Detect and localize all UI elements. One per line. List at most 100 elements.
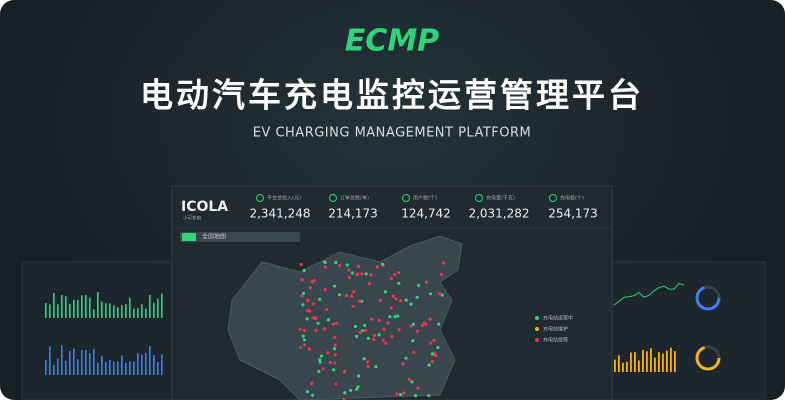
map-dot <box>323 288 327 292</box>
map-dot <box>299 345 303 350</box>
map-dot <box>439 272 444 276</box>
deco-bar <box>77 359 79 375</box>
legend-dot <box>535 316 539 320</box>
map-dot <box>394 297 398 301</box>
map-dot <box>334 260 338 265</box>
map-dot <box>370 317 374 321</box>
map-dot <box>389 306 393 310</box>
map-dot <box>409 324 413 328</box>
map-dot <box>399 393 403 397</box>
subtitle: EV CHARGING MANAGEMENT PLATFORM <box>253 126 532 141</box>
map-dot <box>307 347 311 351</box>
map-dot <box>360 272 364 276</box>
map-dot <box>420 323 425 328</box>
map-dot <box>325 307 329 312</box>
map-dot <box>302 343 306 347</box>
map-dot <box>347 268 351 272</box>
deco-bar <box>109 359 111 375</box>
map-dot <box>438 292 442 296</box>
map-dot <box>412 350 416 354</box>
map-dot <box>301 303 305 307</box>
map-dot <box>422 321 426 325</box>
map-dot <box>364 272 368 276</box>
deco-bar <box>85 294 87 318</box>
stat-label: 用户数(个) <box>413 195 437 202</box>
stat-icon <box>256 194 264 202</box>
map-dot <box>326 351 330 355</box>
deco-bar <box>125 362 127 375</box>
deco-bar <box>121 355 123 375</box>
map-dot <box>305 390 310 394</box>
deco-bar <box>634 352 636 372</box>
deco-bar <box>626 361 628 372</box>
map-dot <box>429 341 433 345</box>
stat-label: 充电量(千瓦) <box>486 195 515 202</box>
deco-bar <box>89 297 91 318</box>
map-dot <box>319 354 324 358</box>
map-dot <box>318 297 322 301</box>
map-dot <box>411 322 415 326</box>
legend-dot <box>535 327 539 331</box>
stat-value: 2,031,282 <box>468 207 529 221</box>
map-dot <box>326 318 330 322</box>
deco-bar <box>101 301 103 318</box>
map-dot <box>437 322 441 326</box>
deco-bar <box>73 299 75 318</box>
map-dot <box>347 276 351 280</box>
map-dot <box>306 299 310 303</box>
map-dot <box>332 322 336 326</box>
brand-sub: 小可充电 <box>183 215 201 222</box>
deco-bar <box>69 350 71 375</box>
map-dot <box>430 352 434 356</box>
map-dot <box>391 294 395 298</box>
deco-bar <box>129 297 131 318</box>
map-dot <box>377 318 381 322</box>
map-dot <box>300 294 304 298</box>
map-dot <box>397 328 401 332</box>
map-dot <box>342 370 346 374</box>
map-dot <box>338 293 342 297</box>
deco-bar <box>670 347 672 372</box>
deco-bar <box>662 353 664 372</box>
deco-bar <box>654 357 656 372</box>
deco-bar <box>125 303 127 318</box>
decorations <box>45 282 721 375</box>
stat-icon <box>402 194 410 202</box>
map-dot <box>302 268 306 272</box>
map-dot <box>390 335 394 339</box>
selector-icon <box>182 233 196 241</box>
map-dot <box>380 262 384 266</box>
right-panel <box>601 261 766 400</box>
map-dot <box>381 338 386 342</box>
deco-bar <box>45 360 47 375</box>
map-dot <box>397 281 401 285</box>
map-dot <box>374 365 378 369</box>
legend-label: 充电站故障 <box>543 337 568 344</box>
map-dot <box>395 392 399 396</box>
map-dot <box>434 354 438 358</box>
map-dot <box>313 317 317 321</box>
deco-bar <box>89 353 91 375</box>
map-dot <box>343 391 347 395</box>
map-dot <box>378 298 383 303</box>
map-dot <box>427 394 431 398</box>
map-dot <box>375 265 379 269</box>
map-dot <box>332 347 337 351</box>
map-dot <box>409 302 413 306</box>
deco-bar <box>81 295 83 318</box>
map-dot <box>372 337 376 341</box>
map-dot <box>302 338 306 342</box>
deco-bar <box>61 295 63 318</box>
map-dot <box>411 339 415 343</box>
map-dot <box>358 299 362 303</box>
map-dot <box>305 317 309 321</box>
deco-bar <box>161 293 163 318</box>
map-dot <box>301 291 306 295</box>
deco-bar <box>65 296 67 318</box>
stats: 平台总收入(元) 2,341,248 订单总数(单) 214,173 用户数(个) 124… <box>249 194 598 221</box>
map-dot <box>415 329 419 333</box>
stat-value: 214,173 <box>328 207 378 221</box>
